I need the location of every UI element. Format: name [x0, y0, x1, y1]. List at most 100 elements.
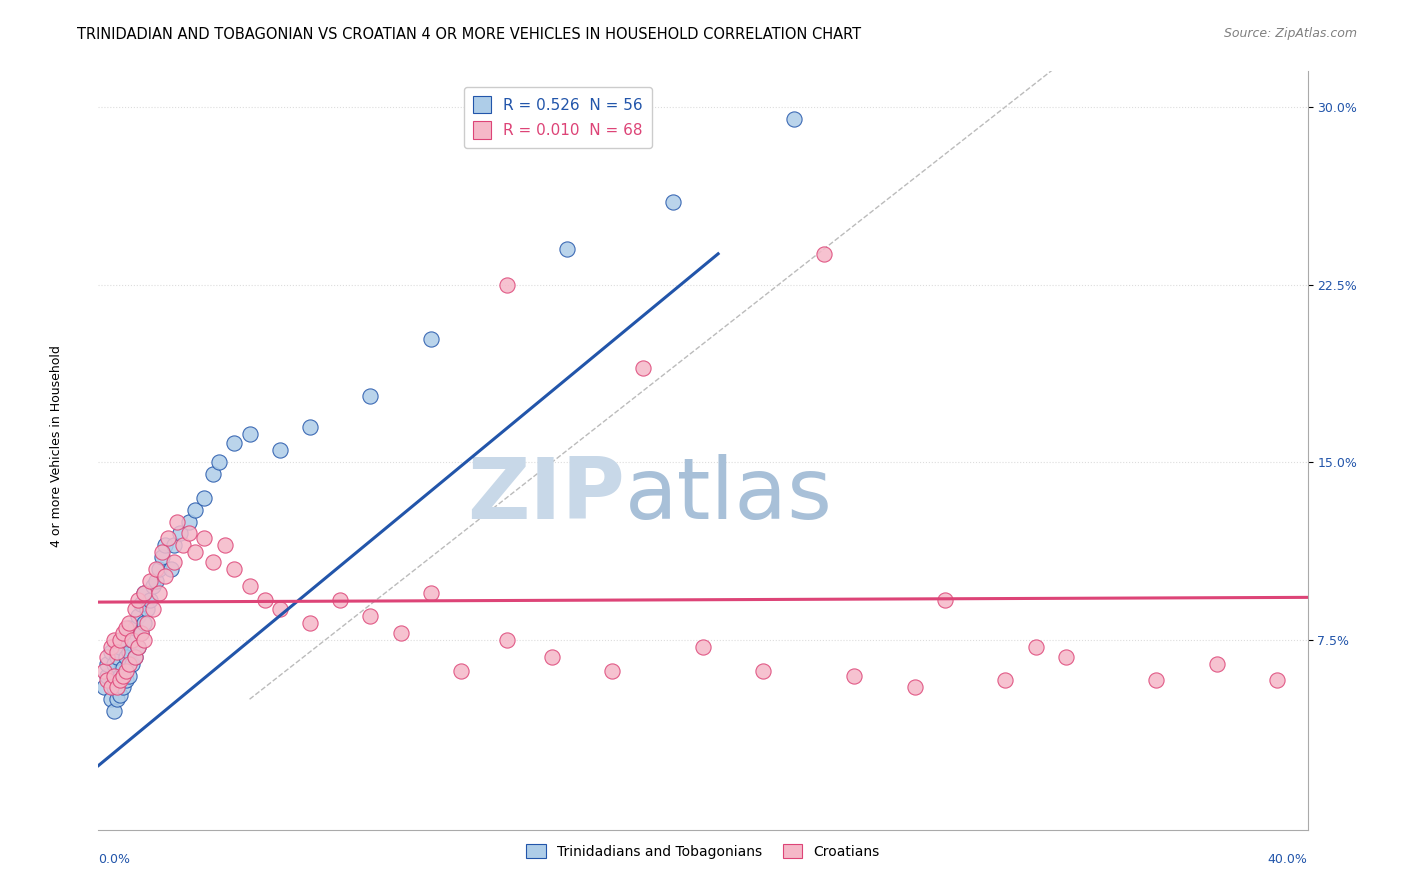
- Point: [111, 661, 134, 675]
- Point: [934, 592, 956, 607]
- Point: [124, 649, 146, 664]
- Point: [127, 640, 149, 654]
- Point: [994, 673, 1017, 688]
- Point: [389, 626, 412, 640]
- Text: 4 or more Vehicles in Household: 4 or more Vehicles in Household: [49, 345, 63, 547]
- Point: [299, 616, 322, 631]
- Point: [239, 426, 262, 441]
- Point: [184, 502, 207, 516]
- Point: [160, 562, 183, 576]
- Point: [1206, 657, 1229, 671]
- Point: [111, 626, 134, 640]
- Point: [100, 645, 122, 659]
- Point: [169, 526, 191, 541]
- Point: [103, 668, 125, 682]
- Point: [166, 515, 188, 529]
- Point: [1144, 673, 1167, 688]
- Point: [1024, 640, 1046, 654]
- Point: [904, 681, 927, 695]
- Point: [420, 585, 443, 599]
- Point: [108, 640, 131, 654]
- Point: [202, 555, 225, 569]
- Point: [783, 112, 806, 126]
- Point: [96, 673, 118, 688]
- Point: [93, 681, 115, 695]
- Point: [269, 443, 291, 458]
- Point: [135, 602, 157, 616]
- Point: [224, 562, 246, 576]
- Point: [129, 626, 152, 640]
- Point: [540, 649, 562, 664]
- Point: [135, 616, 157, 631]
- Point: [156, 531, 179, 545]
- Point: [420, 332, 443, 346]
- Point: [103, 681, 125, 695]
- Point: [118, 657, 141, 671]
- Point: [193, 531, 215, 545]
- Point: [114, 673, 136, 688]
- Point: [121, 633, 143, 648]
- Point: [661, 194, 683, 209]
- Point: [114, 649, 136, 664]
- Legend: Trinidadians and Tobagonians, Croatians: Trinidadians and Tobagonians, Croatians: [520, 838, 886, 864]
- Text: atlas: atlas: [624, 454, 832, 538]
- Point: [1267, 673, 1289, 688]
- Point: [148, 562, 170, 576]
- Point: [139, 592, 162, 607]
- Point: [145, 562, 167, 576]
- Point: [118, 621, 141, 635]
- Point: [172, 538, 194, 552]
- Point: [844, 668, 866, 682]
- Point: [105, 645, 128, 659]
- Point: [111, 681, 134, 695]
- Point: [114, 664, 136, 678]
- Text: 0.0%: 0.0%: [98, 853, 131, 866]
- Point: [114, 621, 136, 635]
- Point: [148, 585, 170, 599]
- Point: [105, 681, 128, 695]
- Point: [124, 621, 146, 635]
- Text: TRINIDADIAN AND TOBAGONIAN VS CROATIAN 4 OR MORE VEHICLES IN HOUSEHOLD CORRELATI: TRINIDADIAN AND TOBAGONIAN VS CROATIAN 4…: [77, 27, 862, 42]
- Point: [602, 664, 624, 678]
- Point: [124, 649, 146, 664]
- Point: [118, 616, 141, 631]
- Point: [129, 598, 152, 612]
- Point: [495, 277, 517, 292]
- Point: [631, 360, 654, 375]
- Point: [100, 692, 122, 706]
- Point: [93, 664, 115, 678]
- Point: [129, 626, 152, 640]
- Point: [145, 574, 167, 588]
- Point: [329, 592, 352, 607]
- Point: [184, 545, 207, 559]
- Point: [450, 664, 472, 678]
- Point: [142, 578, 165, 592]
- Point: [214, 538, 236, 552]
- Point: [224, 436, 246, 450]
- Point: [692, 640, 714, 654]
- Point: [103, 704, 125, 718]
- Point: [752, 664, 775, 678]
- Point: [179, 526, 201, 541]
- Point: [193, 491, 215, 505]
- Point: [103, 657, 125, 671]
- Point: [150, 545, 173, 559]
- Point: [111, 633, 134, 648]
- Point: [239, 578, 262, 592]
- Point: [132, 585, 155, 599]
- Point: [360, 609, 382, 624]
- Point: [163, 538, 186, 552]
- Point: [139, 574, 162, 588]
- Text: Source: ZipAtlas.com: Source: ZipAtlas.com: [1223, 27, 1357, 40]
- Point: [105, 649, 128, 664]
- Point: [100, 640, 122, 654]
- Point: [124, 602, 146, 616]
- Point: [202, 467, 225, 482]
- Point: [111, 668, 134, 682]
- Point: [118, 668, 141, 682]
- Point: [813, 247, 835, 261]
- Point: [127, 609, 149, 624]
- Point: [208, 455, 231, 469]
- Point: [100, 681, 122, 695]
- Point: [118, 645, 141, 659]
